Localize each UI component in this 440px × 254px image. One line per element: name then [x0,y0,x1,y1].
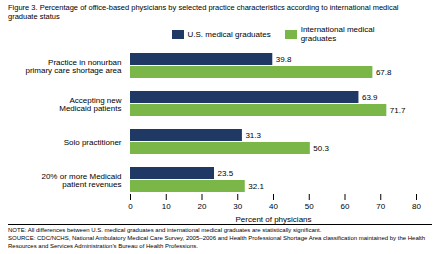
svg-text:31.3: 31.3 [245,131,261,140]
svg-text:50: 50 [305,202,314,211]
svg-text:30: 30 [233,202,242,211]
svg-text:50.3: 50.3 [313,144,329,153]
html-text:Figure 3. Percentage of office: Figure 3. Percentage of office-based phy… [8,3,399,22]
svg-text:63.9: 63.9 [362,93,378,102]
svg-text:70: 70 [376,202,385,211]
html-text:International medical graduate: International medical graduates [300,24,375,44]
html-text:SOURCE: CDC/NCHS, National Amb: SOURCE: CDC/NCHS, National Ambulatory Me… [8,234,426,249]
svg-text:0: 0 [128,202,133,211]
svg-text:71.7: 71.7 [390,106,406,115]
svg-text:Accepting newMedicaid patients: Accepting newMedicaid patients [59,95,121,112]
svg-text:Practice in nonurbanprimary ca: Practice in nonurbanprimary care shortag… [25,57,122,74]
svg-text:40: 40 [269,202,278,211]
svg-text:Percent of physicians: Percent of physicians [235,214,311,223]
svg-text:39.8: 39.8 [276,55,292,64]
svg-text:20% or more Medicaidpatient re: 20% or more Medicaidpatient revenues [41,171,121,188]
svg-text:32.1: 32.1 [248,182,264,191]
html-text:NOTE: All differences between: NOTE: All differences between U.S. medic… [8,226,322,233]
svg-text:Solo practitioner: Solo practitioner [64,137,122,146]
svg-text:23.5: 23.5 [218,169,234,178]
svg-text:20: 20 [198,202,207,211]
html-text:U.S. medical graduates: U.S. medical graduates [187,29,271,39]
svg-text:80: 80 [412,202,421,211]
svg-text:60: 60 [341,202,350,211]
svg-text:10: 10 [162,202,171,211]
svg-text:67.8: 67.8 [376,68,392,77]
